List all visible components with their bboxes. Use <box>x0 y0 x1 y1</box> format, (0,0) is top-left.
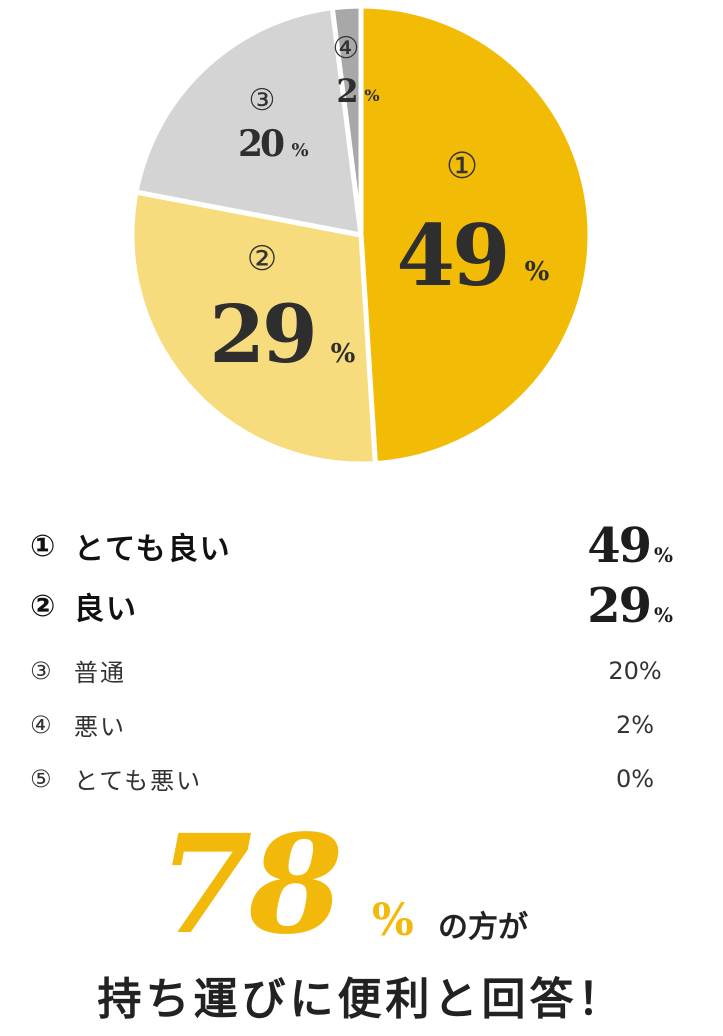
legend-mark: ② <box>30 588 56 624</box>
pie-slice <box>358 3 593 467</box>
legend-row: ③ 普通 20% <box>30 653 673 688</box>
legend-value: 49% <box>587 518 673 574</box>
legend-row: ⑤ とても悪い 0% <box>30 761 673 796</box>
summary-number: 78 <box>158 805 343 965</box>
summary-suffix: の方が <box>438 910 528 945</box>
legend-label: 悪い <box>74 713 126 741</box>
legend-value: 2% <box>615 710 655 739</box>
legend-mark: ③ <box>30 656 52 685</box>
legend-value-number: 49 <box>587 518 652 574</box>
legend-label: とても悪い <box>74 767 203 795</box>
legend-label: 普通 <box>74 659 126 687</box>
legend-label: 良い <box>74 592 138 627</box>
summary-percent: % <box>372 895 414 946</box>
headline: 持ち運びに便利と回答！ <box>97 974 626 1025</box>
slice-mark-label: ③ <box>249 83 276 118</box>
legend-row: ① とても良い 49% <box>30 518 673 574</box>
summary-callout: 78 % の方が <box>0 810 723 960</box>
pie-chart: ① 49% ② 29% ③ 20% ④ 2% <box>0 0 723 480</box>
legend-value: 0% <box>615 764 655 793</box>
slice-value-label: 20 <box>238 123 284 165</box>
pie-slice <box>133 5 364 238</box>
slice-mark-label: ① <box>446 146 478 187</box>
slice-percent-label: % <box>291 140 308 161</box>
legend-row: ④ 悪い 2% <box>30 707 673 742</box>
slice-percent-label: % <box>364 86 379 105</box>
slice-value-label: 29 <box>209 287 314 381</box>
slice-value-label: 49 <box>397 206 508 305</box>
legend-label: とても良い <box>74 532 232 567</box>
legend-mark: ⑤ <box>30 764 52 793</box>
legend-value-percent: % <box>653 543 673 567</box>
slice-mark-label: ② <box>247 239 277 279</box>
legend-row: ② 良い 29% <box>30 578 673 634</box>
legend-value-number: 29 <box>587 578 652 634</box>
legend-mark: ④ <box>30 710 52 739</box>
pie-slice <box>329 3 364 238</box>
slice-mark-label: ④ <box>333 31 360 66</box>
slice-percent-label: % <box>331 339 356 369</box>
legend-mark: ① <box>30 528 56 564</box>
legend-value: 29% <box>587 578 673 634</box>
legend-value-percent: % <box>653 603 673 627</box>
slice-percent-label: % <box>525 257 550 287</box>
pie-slice <box>129 189 378 467</box>
slice-value-label: 2 <box>336 72 356 110</box>
pie-chart-svg: ① 49 % ② 29 % ③ 20 % ④ 2% <box>129 3 593 467</box>
legend-value: 20% <box>608 656 662 685</box>
